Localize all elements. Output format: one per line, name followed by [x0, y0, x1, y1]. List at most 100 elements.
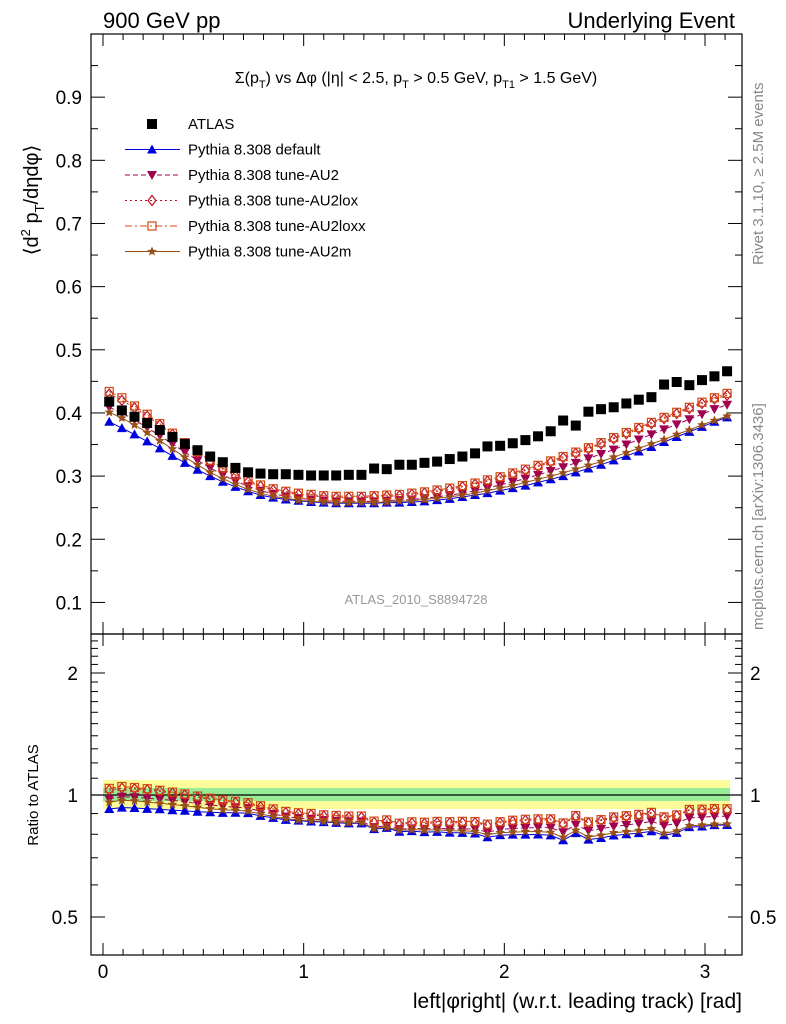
data-point: [722, 411, 732, 421]
ratio-data-point: [709, 803, 720, 814]
legend-item: Pythia 8.308 tune-AU2: [125, 167, 339, 184]
ratio-data-point: [470, 816, 480, 827]
data-point: [129, 419, 140, 429]
ratio-data-point: [659, 821, 670, 831]
data-point: [142, 418, 153, 429]
ratio-data-point: [709, 812, 720, 822]
data-point: [117, 413, 127, 422]
ratio-data-point: [608, 822, 619, 832]
ratio-y-tick-label-right: 2: [750, 664, 761, 685]
ratio-y-tick-label: 2: [67, 664, 78, 685]
data-point: [331, 497, 341, 507]
header-left: 900 GeV pp: [103, 8, 220, 33]
data-point: [533, 477, 544, 487]
data-point: [722, 388, 732, 398]
ratio-y-axis-label: Ratio to ATLAS: [25, 744, 42, 845]
ratio-data-point: [621, 820, 632, 830]
data-point: [646, 417, 657, 430]
data-point: [192, 445, 203, 456]
data-point: [533, 474, 543, 484]
ratio-data-point: [117, 795, 127, 805]
data-point: [709, 371, 720, 382]
ratio-data-point: [671, 819, 682, 829]
x-tick-label: 0: [98, 962, 109, 983]
ratio-data-point: [243, 806, 253, 816]
data-point: [609, 432, 619, 443]
data-point: [167, 443, 178, 453]
data-point: [482, 485, 493, 495]
legend-label: Pythia 8.308 tune-AU2loxx: [188, 218, 366, 235]
legend-label: Pythia 8.308 tune-AU2: [188, 167, 339, 184]
ratio-data-point: [546, 814, 556, 824]
ratio-data-point: [697, 804, 707, 814]
ratio-data-point: [457, 825, 468, 835]
chart-title: Σ(pT) vs Δφ (|η| < 2.5, pT > 0.5 GeV, pT…: [235, 70, 598, 91]
data-point: [419, 457, 430, 468]
ratio-data-point: [596, 824, 607, 834]
legend-marker: [147, 144, 157, 154]
ratio-data-point: [646, 807, 657, 817]
data-point: [356, 497, 367, 507]
data-point: [634, 422, 644, 433]
data-point: [444, 454, 455, 465]
legend-label: Pythia 8.308 default: [188, 142, 321, 159]
data-point: [583, 463, 594, 473]
data-point: [457, 451, 468, 462]
data-point: [684, 415, 695, 425]
data-point: [697, 419, 707, 429]
data-point: [709, 393, 720, 406]
data-point: [432, 493, 442, 503]
y-tick-label: 0.3: [56, 467, 82, 488]
data-point: [243, 467, 254, 478]
data-point: [104, 416, 115, 426]
data-point: [218, 473, 228, 483]
data-point: [646, 442, 657, 452]
ratio-data-point: [482, 819, 493, 829]
ratio-data-point: [445, 817, 455, 827]
ratio-data-point: [331, 817, 341, 827]
ratio-data-point: [722, 819, 732, 829]
data-point: [570, 420, 581, 431]
data-point: [520, 464, 531, 474]
data-point: [293, 495, 304, 505]
data-point: [608, 445, 619, 455]
data-point: [205, 471, 216, 481]
data-point: [155, 435, 165, 445]
ratio-data-point: [129, 802, 140, 812]
data-point: [659, 434, 669, 444]
ratio-data-point: [659, 811, 669, 824]
data-point: [596, 404, 607, 415]
data-point: [545, 474, 556, 484]
ratio-data-point: [230, 805, 241, 815]
data-point: [482, 441, 493, 452]
data-point: [419, 494, 430, 504]
ratio-data-point: [457, 816, 467, 826]
data-point: [596, 456, 606, 466]
legend-item: Pythia 8.308 tune-AU2m: [125, 244, 351, 261]
ratio-data-point: [167, 787, 178, 797]
data-point: [255, 468, 266, 479]
ratio-y-tick-label-right: 1: [750, 786, 761, 807]
ratio-data-point: [558, 818, 568, 828]
series-line: [108, 393, 728, 499]
ratio-data-point: [432, 824, 442, 834]
data-point: [306, 496, 316, 506]
data-point: [495, 483, 505, 493]
data-point: [696, 410, 707, 420]
data-point: [192, 464, 203, 474]
data-point: [318, 470, 329, 481]
ratio-data-point: [634, 809, 644, 820]
data-point: [596, 437, 606, 450]
data-point: [558, 451, 568, 464]
header-right: Underlying Event: [567, 8, 735, 33]
data-point: [583, 443, 594, 453]
data-point: [596, 450, 607, 459]
data-point: [646, 392, 657, 403]
data-point: [621, 427, 632, 440]
ratio-data-point: [104, 804, 115, 814]
data-point: [671, 420, 682, 430]
data-point: [684, 425, 695, 434]
data-point: [381, 464, 392, 475]
ratio-data-point: [634, 825, 644, 835]
ratio-data-point: [697, 820, 707, 830]
